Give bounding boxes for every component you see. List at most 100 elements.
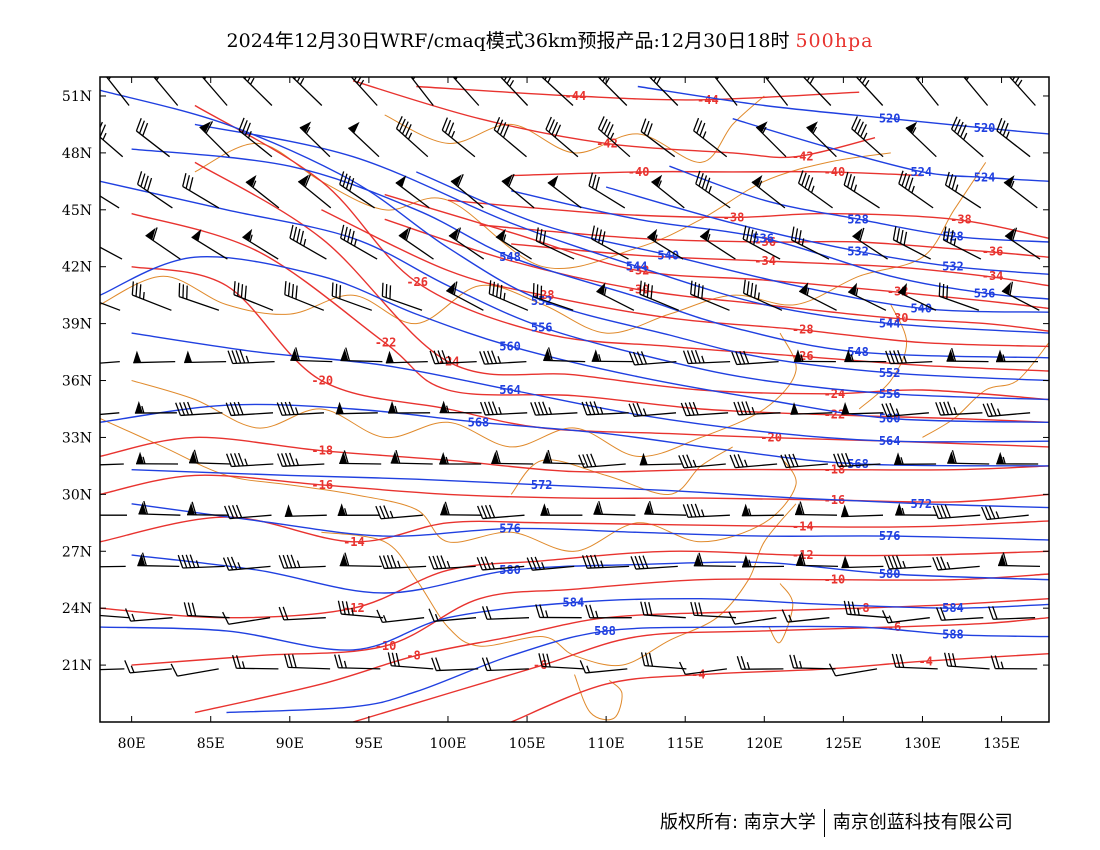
height-label: 552 bbox=[879, 366, 901, 380]
wind-barb bbox=[741, 503, 784, 517]
wind-barb bbox=[996, 117, 1031, 158]
lat-tick-label: 45N bbox=[62, 203, 92, 219]
wind-barb bbox=[547, 175, 582, 209]
wind-barb bbox=[640, 118, 676, 158]
wind-barb bbox=[944, 171, 982, 209]
temperature-contour bbox=[321, 209, 1049, 348]
wind-barb bbox=[339, 450, 382, 465]
height-contour bbox=[669, 165, 1049, 243]
wind-barb bbox=[981, 505, 1029, 521]
wind-barb bbox=[733, 401, 781, 416]
wind-barb bbox=[585, 604, 632, 619]
height-contour bbox=[100, 256, 1049, 423]
wind-barb bbox=[225, 452, 274, 468]
wind-barb bbox=[833, 452, 881, 468]
axes: 51N 48N 45N 42N 39N 36N 33N 30N 27N 24N 21N 80E 85E 9… bbox=[62, 77, 1049, 752]
wind-barb bbox=[495, 228, 532, 260]
lat-tick-label: 48N bbox=[62, 146, 92, 162]
wind-barb bbox=[982, 402, 1031, 418]
wind-barb bbox=[100, 613, 130, 619]
wind-barb bbox=[1004, 227, 1041, 260]
temperature-contour bbox=[352, 617, 1049, 722]
wind-barb bbox=[790, 226, 830, 260]
wind-barb bbox=[729, 454, 778, 469]
wind-barb bbox=[135, 451, 179, 465]
height-label: 528 bbox=[847, 212, 869, 226]
height-label: 524 bbox=[910, 165, 932, 179]
lon-tick-label: 85E bbox=[197, 736, 225, 752]
height-label: 568 bbox=[847, 457, 869, 471]
temperature-contour bbox=[100, 436, 1049, 473]
wind-barb bbox=[284, 281, 325, 311]
height-label: 572 bbox=[910, 497, 932, 511]
temperature-label: -26 bbox=[406, 275, 428, 289]
wind-barb bbox=[798, 282, 837, 311]
wind-barb bbox=[134, 401, 177, 414]
wind-barb bbox=[388, 400, 431, 414]
height-label: 532 bbox=[847, 245, 869, 259]
temperature-label: -18 bbox=[311, 444, 333, 458]
wind-barb bbox=[935, 607, 984, 621]
wind-barb bbox=[245, 174, 280, 209]
lon-tick-label: 125E bbox=[825, 736, 862, 752]
temperature-label: -36 bbox=[754, 235, 776, 249]
wind-barb bbox=[997, 552, 1041, 568]
wind-barb bbox=[789, 654, 836, 670]
wind-barb bbox=[540, 503, 583, 516]
height-label: 560 bbox=[499, 339, 521, 353]
wind-barb bbox=[996, 451, 1039, 465]
wind-barb bbox=[225, 401, 274, 417]
height-label: 556 bbox=[879, 387, 901, 401]
wind-barb bbox=[227, 349, 275, 365]
temperature-label: -38 bbox=[723, 210, 745, 224]
wind-barb bbox=[781, 609, 830, 623]
lat-tick-label: 27N bbox=[62, 544, 92, 560]
wind-barb bbox=[477, 504, 525, 520]
temperature-label: -44 bbox=[565, 89, 587, 103]
wind-barb bbox=[283, 654, 331, 670]
temperature-contour bbox=[384, 193, 1049, 310]
wind-barb bbox=[450, 173, 484, 209]
wind-barb bbox=[542, 449, 585, 465]
wind-barb bbox=[238, 117, 273, 158]
footer-credits: 版权所有: 南京大学 南京创蓝科技有限公司 bbox=[660, 808, 1013, 837]
wind-barb bbox=[100, 238, 123, 260]
border-line bbox=[131, 332, 797, 457]
wind-barb bbox=[385, 350, 428, 364]
temperature-label: -4 bbox=[918, 654, 932, 668]
wind-barb bbox=[441, 117, 476, 158]
lat-tick-label: 30N bbox=[62, 487, 92, 503]
wind-barb bbox=[439, 451, 482, 465]
wind-barb bbox=[183, 602, 230, 619]
height-contour bbox=[226, 625, 1049, 714]
temperature-label: -42 bbox=[792, 150, 814, 164]
wind-barb bbox=[100, 463, 124, 467]
wind-barb bbox=[847, 282, 887, 311]
temperature-label: -10 bbox=[824, 573, 846, 587]
wind-barb bbox=[881, 610, 930, 624]
temperature-label: -10 bbox=[375, 639, 397, 653]
temperature-contour bbox=[131, 573, 1049, 666]
wind-barb bbox=[428, 608, 477, 622]
wind-barb bbox=[339, 171, 375, 209]
wind-barb bbox=[932, 504, 981, 520]
wind-barb bbox=[728, 611, 777, 625]
wind-barb bbox=[124, 608, 173, 622]
wind-barb bbox=[335, 401, 378, 415]
wind-barb bbox=[334, 654, 381, 670]
height-label: 548 bbox=[847, 345, 869, 359]
wind-barb bbox=[628, 402, 677, 417]
temperature-label: -14 bbox=[792, 520, 814, 534]
wind-barb bbox=[398, 227, 434, 260]
temperature-label: -28 bbox=[792, 322, 814, 336]
wind-barb bbox=[755, 121, 787, 158]
wind-barb bbox=[331, 282, 373, 311]
height-label: 520 bbox=[879, 112, 901, 126]
wind-barb bbox=[742, 279, 783, 311]
temperature-label: -6 bbox=[533, 658, 547, 672]
temperature-contour bbox=[511, 170, 923, 177]
wind-barb bbox=[590, 225, 629, 260]
wind-barb bbox=[395, 116, 429, 158]
wind-barb bbox=[588, 172, 626, 209]
